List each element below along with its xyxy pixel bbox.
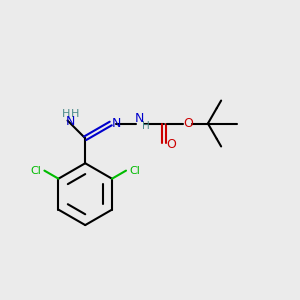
Text: Cl: Cl (30, 166, 41, 176)
Text: O: O (166, 138, 176, 151)
Text: N: N (111, 117, 121, 130)
Text: N: N (66, 116, 75, 128)
Text: H: H (71, 109, 80, 119)
Text: H: H (142, 121, 150, 131)
Text: O: O (183, 117, 193, 130)
Text: H: H (62, 109, 70, 119)
Text: Cl: Cl (129, 166, 140, 176)
Text: N: N (135, 112, 144, 125)
